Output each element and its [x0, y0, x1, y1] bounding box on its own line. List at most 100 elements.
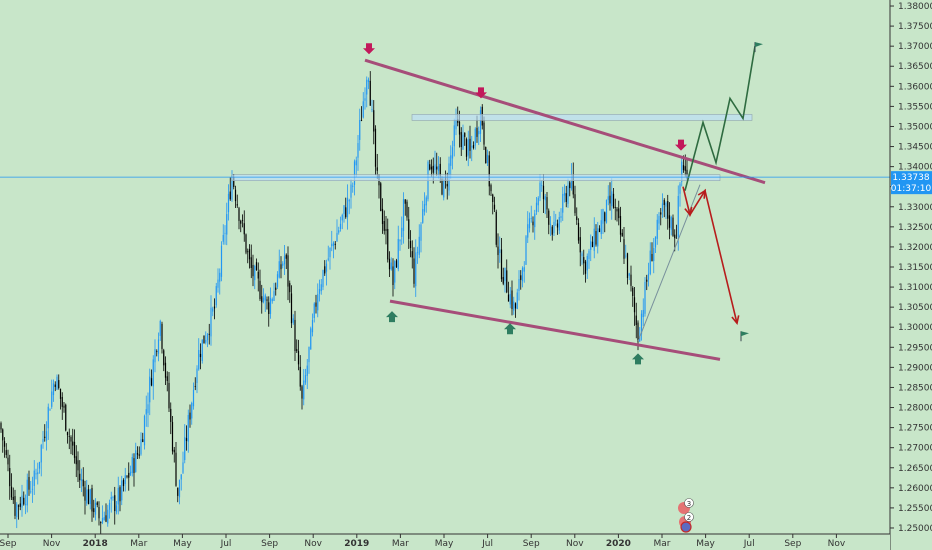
candle-body [189, 412, 191, 420]
candle-body [12, 496, 14, 501]
candle-body [401, 227, 403, 237]
channel-trendline [364, 58, 766, 185]
events-badge[interactable]: 3 2 [678, 498, 694, 533]
candle-body [177, 487, 179, 496]
arrow-up-icon [504, 323, 516, 335]
candle-body [331, 243, 333, 247]
candle-body [205, 339, 207, 343]
candle-body [156, 351, 158, 352]
candle-body [110, 497, 112, 500]
candle-body [143, 415, 146, 446]
candle-body [658, 215, 660, 224]
candle-body [388, 258, 391, 270]
arrow-down-icon [675, 139, 687, 151]
candle-body [555, 220, 557, 222]
candle-body [507, 294, 510, 302]
candle-body [626, 253, 629, 279]
candle-body [343, 205, 345, 215]
candle-body [593, 228, 595, 251]
candle-body [101, 517, 104, 523]
candle-body [504, 267, 506, 281]
candle-body [194, 385, 196, 387]
flag-us-icon [680, 521, 692, 533]
candle-body [439, 163, 441, 176]
candle-body [187, 414, 189, 442]
candle-body [563, 192, 566, 196]
candle-body [192, 389, 195, 407]
candle-body [383, 220, 385, 231]
candle-body [175, 452, 177, 486]
candle-body [649, 250, 651, 274]
candle-body [42, 439, 44, 443]
candle-body [376, 167, 378, 171]
candle-body [238, 208, 240, 221]
candle-body [348, 200, 350, 202]
x-tick-label: Nov [566, 539, 584, 549]
candle-body [310, 328, 312, 350]
candle-body [65, 404, 67, 431]
candle-body [616, 208, 618, 212]
candle-body [107, 509, 109, 524]
candle-body [339, 223, 342, 230]
y-tick-label: 1.29000 [898, 363, 932, 373]
candle-body [208, 333, 210, 335]
y-tick-label: 1.26500 [898, 464, 932, 474]
candle-body [525, 236, 527, 265]
candle-body [660, 212, 662, 215]
candle-body [252, 264, 254, 277]
candle-body [404, 199, 406, 204]
x-tick-label: Jul [743, 539, 755, 549]
resistance-zone [231, 174, 721, 181]
candle-body [79, 473, 81, 481]
candle-body [357, 143, 359, 158]
candle-body [661, 203, 664, 212]
candle-body [611, 191, 613, 207]
candle-body [317, 294, 319, 311]
candle-body [86, 489, 88, 504]
y-tick-label: 1.34000 [898, 163, 932, 173]
candle-body [437, 165, 440, 171]
candle-body [432, 165, 434, 173]
candle-body [612, 193, 615, 208]
candle-body [201, 339, 203, 362]
y-tick-label: 1.34500 [898, 143, 932, 153]
candle-body [157, 339, 160, 354]
y-tick-label: 1.33000 [898, 203, 932, 213]
candle-body [82, 479, 84, 487]
candle-body [219, 272, 221, 282]
candle-body [570, 177, 573, 189]
candle-body [327, 258, 329, 260]
candle-body [479, 110, 482, 134]
candle-body [51, 391, 53, 407]
candle-body [460, 132, 462, 148]
candle-body [584, 261, 587, 274]
candle-body [457, 119, 459, 123]
candle-body [500, 249, 503, 280]
candle-body [227, 193, 230, 213]
candle-body [2, 429, 4, 441]
candle-body [77, 460, 79, 471]
candles-layer [0, 71, 688, 534]
candle-body [472, 145, 475, 149]
candle-body [250, 257, 252, 268]
candle-body [572, 174, 574, 195]
candle-body [58, 380, 60, 389]
candle-body [100, 522, 102, 524]
y-tick-label: 1.32000 [898, 243, 932, 253]
candle-body [544, 196, 546, 201]
event-badge-top-count: 3 [687, 500, 691, 508]
candle-body [595, 230, 597, 245]
candle-body [360, 119, 363, 121]
candle-body [135, 450, 137, 473]
candle-body [485, 147, 487, 164]
candle-body [68, 436, 70, 437]
candle-body [133, 458, 135, 473]
arrow-down-icon [475, 87, 487, 99]
candle-body [245, 234, 247, 253]
candle-body [0, 423, 2, 430]
candle-body [646, 279, 648, 282]
candle-body [114, 495, 116, 511]
candle-body [7, 457, 9, 465]
candle-body [294, 319, 296, 352]
